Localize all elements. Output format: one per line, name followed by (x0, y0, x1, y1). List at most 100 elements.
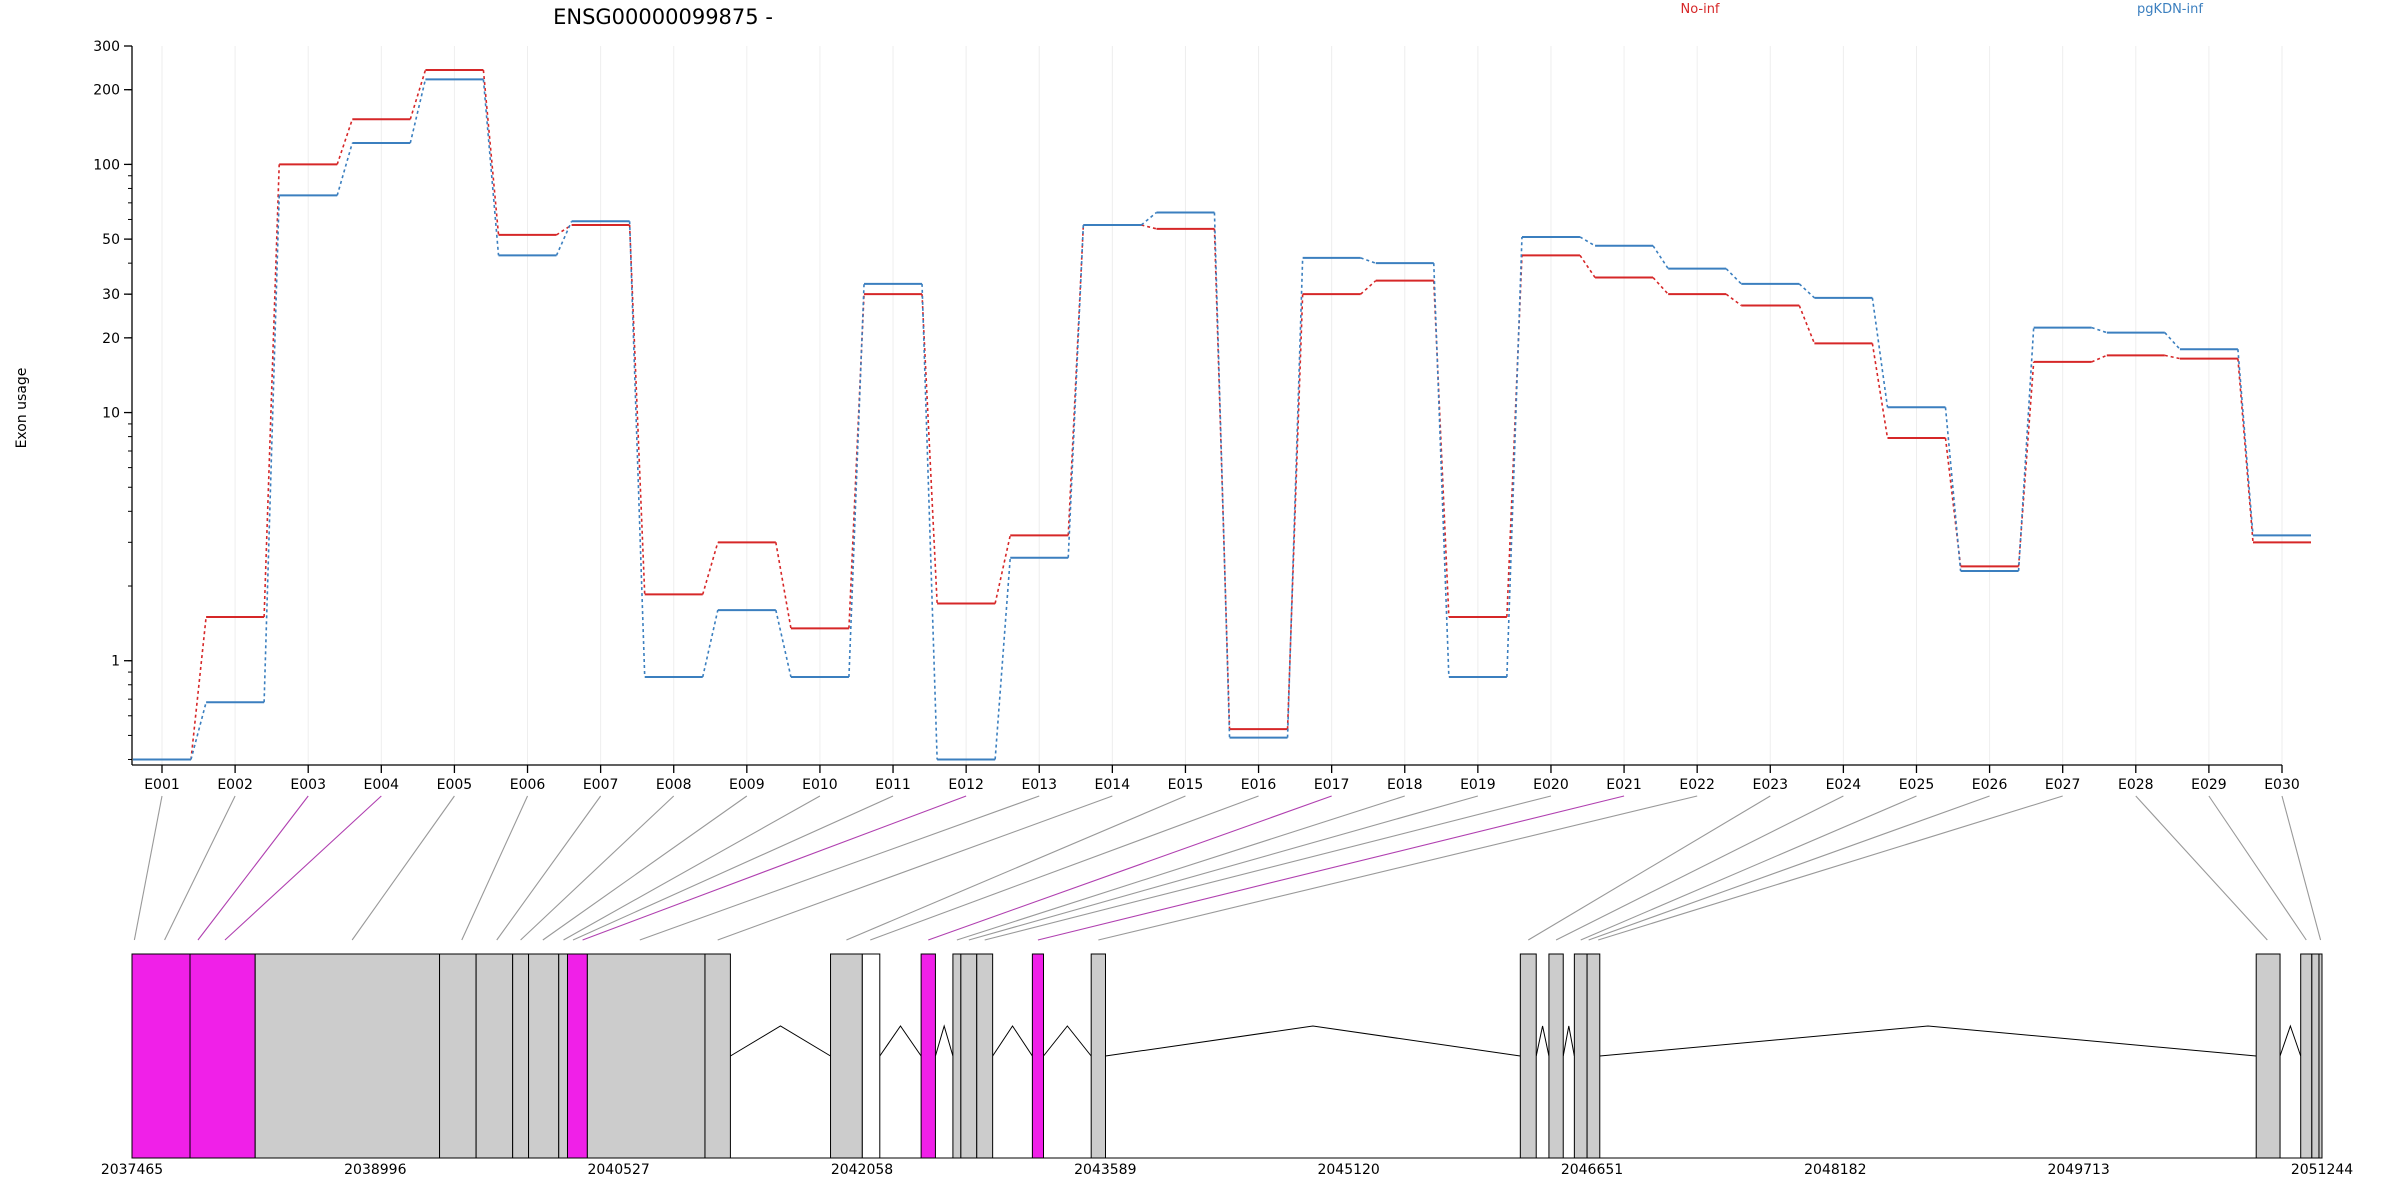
connector-e014 (717, 795, 1113, 941)
intron (1105, 1025, 1521, 1057)
exon-block (704, 953, 731, 1159)
gene-axis-tick-label-2042058: 2042058 (831, 1162, 893, 1178)
connector-e020 (984, 795, 1552, 941)
y-tick-label-1: 1 (111, 654, 120, 670)
connector-e018 (956, 795, 1405, 941)
connector-e010 (563, 795, 821, 941)
x-tick-label-e018: E018 (1387, 777, 1423, 793)
x-tick-label-e014: E014 (1095, 777, 1131, 793)
gene-axis-tick-label-2040527: 2040527 (587, 1162, 649, 1178)
connector-e006 (461, 795, 529, 941)
connector-e008 (520, 795, 675, 941)
intron (730, 1025, 831, 1057)
x-tick-label-e005: E005 (437, 777, 473, 793)
connector-e029 (2208, 795, 2307, 941)
grid-lines (161, 46, 2283, 765)
exon-block (512, 953, 530, 1159)
exon-block (566, 953, 588, 1159)
exon-block (1090, 953, 1106, 1159)
series-no-inf (133, 69, 2311, 761)
x-tick-label-e010: E010 (802, 777, 838, 793)
connector-e016 (870, 795, 1259, 941)
connector-e021 (1037, 795, 1625, 941)
x-tick-label-e016: E016 (1241, 777, 1277, 793)
x-axis: E001 E002 E003 E004 E005 E006 E007 E008 E009 E010… (132, 764, 2300, 793)
x-tick-label-e019: E019 (1460, 777, 1496, 793)
connector-e024 (1555, 795, 1844, 941)
exon-block (920, 953, 936, 1159)
y-tick-label-10: 10 (102, 406, 120, 422)
connector-e002 (164, 795, 236, 941)
connector-e027 (1598, 795, 2063, 941)
exon-block (1548, 953, 1564, 1159)
gene-axis-tick-label-2045120: 2045120 (1317, 1162, 1379, 1178)
x-tick-label-e023: E023 (1752, 777, 1788, 793)
intron (1043, 1025, 1092, 1057)
x-tick-label-e009: E009 (729, 777, 765, 793)
connector-e004 (224, 795, 382, 941)
exon-block (2300, 953, 2313, 1159)
exon-block (1031, 953, 1045, 1159)
connector-e009 (542, 795, 748, 941)
exon-connectors (133, 795, 2322, 941)
exon-block (2255, 953, 2281, 1159)
y-tick-label-20: 20 (102, 331, 120, 347)
exon-block (528, 953, 560, 1159)
series-pgkdn-inf (133, 78, 2311, 761)
intron (1535, 1025, 1550, 1057)
y-tick-label-30: 30 (102, 287, 120, 303)
x-tick-label-e028: E028 (2118, 777, 2154, 793)
connector-e011 (572, 795, 894, 941)
intron (2279, 1024, 2302, 1057)
y-axis: 1 10 20 30 50 100 200 300 (93, 39, 133, 765)
exon-block (1573, 953, 1588, 1159)
exon-block (586, 953, 706, 1159)
x-tick-label-e006: E006 (510, 777, 546, 793)
connector-e026 (1588, 795, 1990, 941)
exon-block (131, 953, 191, 1159)
exon-block (830, 953, 863, 1159)
x-tick-label-e007: E007 (583, 777, 619, 793)
gene-axis-tick-label-2046651: 2046651 (1561, 1162, 1623, 1178)
y-axis-label: Exon usage (14, 368, 30, 449)
x-tick-label-e003: E003 (290, 777, 326, 793)
connector-e007 (496, 795, 602, 941)
gene-axis-tick-label-2048182: 2048182 (1804, 1162, 1866, 1178)
connector-e030 (2281, 795, 2322, 941)
gene-model (131, 953, 2323, 1159)
exon-block (952, 953, 962, 1159)
connector-e025 (1580, 795, 1917, 941)
legend-entry-pgkdn-inf: pgKDN-inf (2137, 2, 2203, 17)
x-tick-label-e008: E008 (656, 777, 692, 793)
x-tick-label-e024: E024 (1826, 777, 1862, 793)
x-tick-label-e021: E021 (1606, 777, 1642, 793)
x-tick-label-e017: E017 (1314, 777, 1350, 793)
x-tick-label-e012: E012 (948, 777, 984, 793)
gene-axis-tick-label-2038996: 2038996 (344, 1162, 406, 1178)
x-tick-label-e025: E025 (1899, 777, 1935, 793)
connector-e028 (2135, 795, 2268, 941)
x-tick-label-e022: E022 (1679, 777, 1715, 793)
connector-e017 (928, 795, 1332, 941)
y-tick-label-300: 300 (93, 39, 120, 55)
exon-block (2311, 953, 2320, 1159)
series-connector-no-inf (190, 69, 2254, 760)
x-tick-label-e001: E001 (144, 777, 180, 793)
connector-e012 (582, 795, 967, 941)
connector-e023 (1527, 795, 1771, 941)
x-tick-label-e004: E004 (364, 777, 400, 793)
chart-title: ENSG00000099875 - (553, 5, 773, 29)
y-tick-label-200: 200 (93, 83, 120, 99)
x-tick-label-e030: E030 (2264, 777, 2300, 793)
exon-block (254, 953, 441, 1159)
series-connector-pgkdn-inf (190, 79, 2254, 760)
x-tick-label-e015: E015 (1168, 777, 1204, 793)
exon-block (439, 953, 477, 1159)
gene-axis-tick-label-2043589: 2043589 (1074, 1162, 1136, 1178)
exon-block (1519, 953, 1537, 1159)
exon-block (976, 953, 994, 1159)
intron (879, 1025, 922, 1057)
plot-area (133, 69, 2311, 761)
y-tick-label-100: 100 (93, 157, 120, 173)
